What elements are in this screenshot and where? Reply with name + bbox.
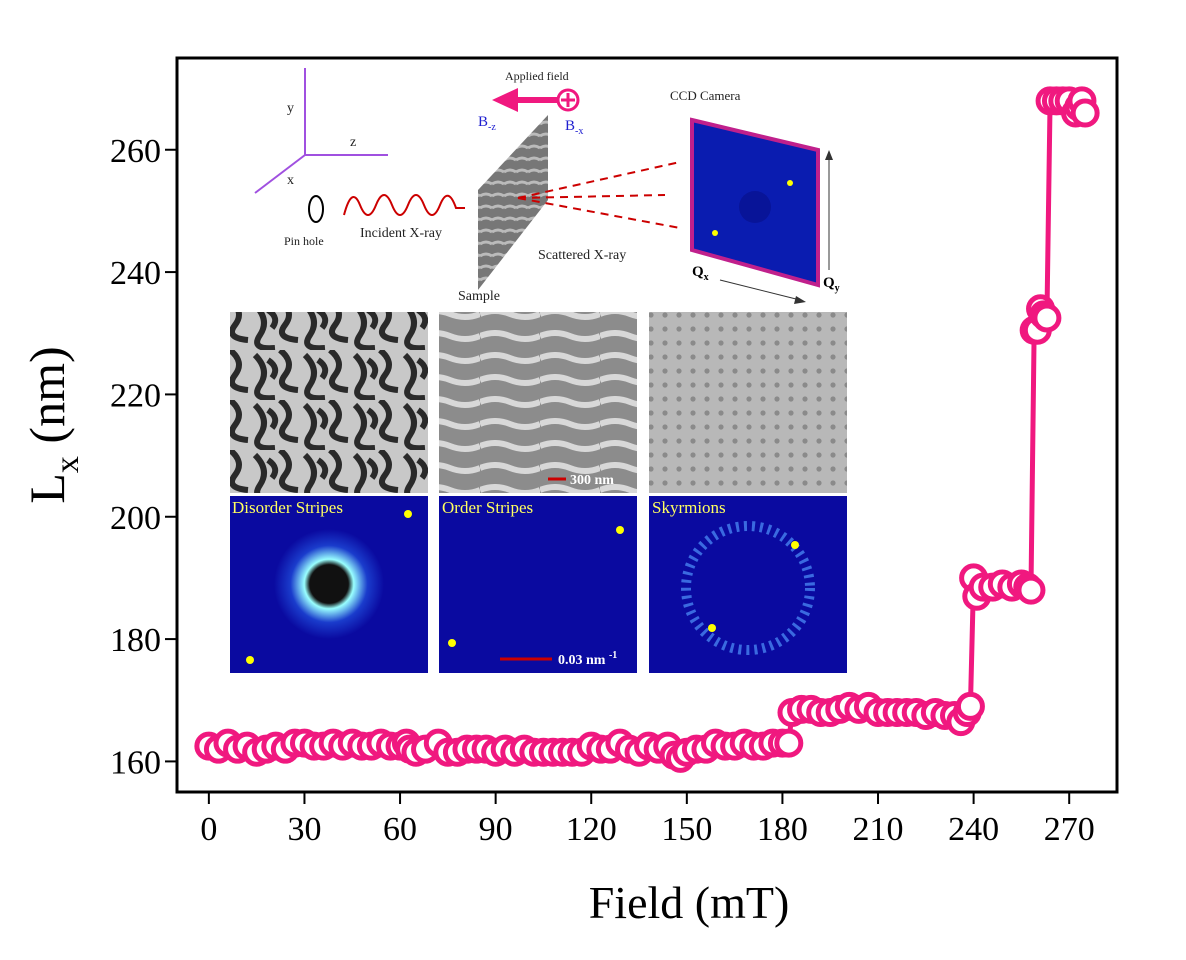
annotation: z [350, 135, 356, 150]
annotation: Pin hole [284, 234, 324, 248]
data-point [1016, 575, 1046, 605]
plot-frame [175, 56, 1119, 794]
annotation: CCD Camera [670, 88, 741, 103]
x-tick-label: 150 [661, 811, 712, 848]
annotation: Sample [458, 289, 500, 304]
y-tick-label: 180 [110, 622, 161, 659]
x-axis-label: Field (mT) [589, 877, 790, 928]
data-point [955, 691, 985, 721]
inset-images: 300 nm 0.03 nm -1 Disorder Stripes Order… [230, 312, 847, 673]
annotation: B-x [565, 118, 583, 137]
annotation: Skyrmions [652, 498, 726, 517]
annotation: Qy [823, 275, 840, 294]
annotation: x [287, 173, 294, 188]
annotation: Scattered X-ray [538, 248, 626, 263]
annotation: 0.03 nm -1 [558, 650, 617, 668]
annotation: Order Stripes [442, 498, 533, 517]
annotation: Disorder Stripes [232, 498, 343, 517]
inset-diagram: y z x Pin hole Incident X-ray Applied fi… [254, 68, 840, 304]
annotation: Incident X-ray [360, 226, 442, 241]
data-point [1032, 303, 1062, 333]
x-tick-label: 120 [566, 811, 617, 848]
y-tick-label: 160 [110, 744, 161, 781]
x-tick-label: 0 [200, 811, 217, 848]
x-tick-label: 30 [287, 811, 321, 848]
x-tick-label: 90 [479, 811, 513, 848]
y-tick-label: 200 [110, 500, 161, 537]
annotation: 300 nm [570, 473, 614, 488]
x-tick-label: 210 [853, 811, 904, 848]
annotation: Qx [692, 264, 709, 283]
x-tick-label: 270 [1044, 811, 1095, 848]
y-tick-label: 240 [110, 255, 161, 292]
annotation: Applied field [505, 69, 569, 83]
data-point [774, 728, 804, 758]
x-tick-label: 60 [383, 811, 417, 848]
x-tick-label: 180 [757, 811, 808, 848]
data-point [1070, 98, 1100, 128]
annotation: B-z [478, 114, 496, 133]
x-tick-label: 240 [948, 811, 999, 848]
annotation: y [287, 101, 294, 116]
y-axis-label: Lx (nm) [19, 346, 86, 503]
y-tick-label: 260 [110, 133, 161, 170]
plot-area: 0 30 60 90 120 150 180 210 240 270 160 180 200 220 240… [110, 56, 1119, 848]
y-tick-label: 220 [110, 377, 161, 414]
